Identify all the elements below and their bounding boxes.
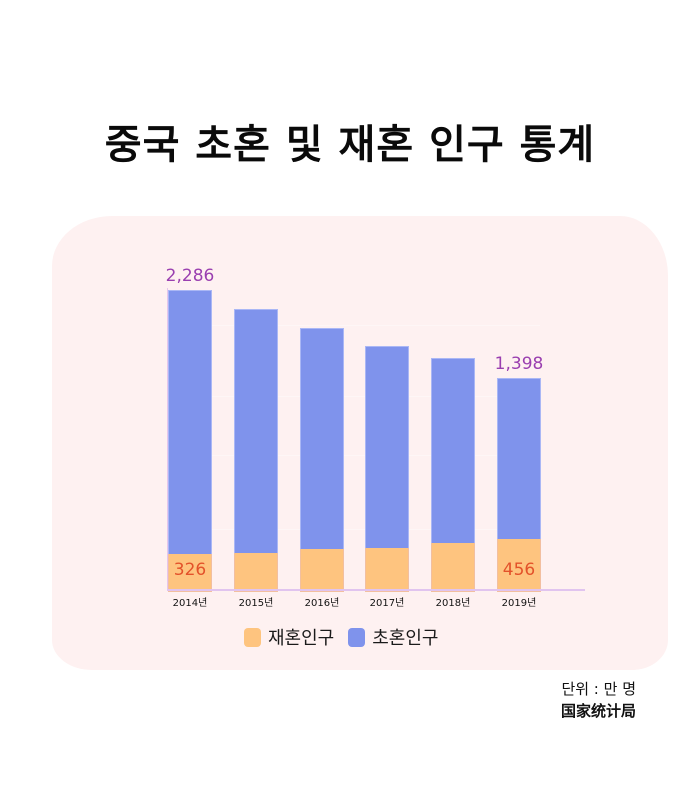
bar-segment-remarriage (234, 553, 278, 592)
x-tick-label: 2017년 (369, 598, 405, 609)
x-tick-label: 2018년 (435, 598, 471, 609)
legend-label-first-marriage: 초혼인구 (372, 628, 439, 649)
legend: 재혼인구 초혼인구 (244, 624, 453, 650)
gridline (168, 455, 540, 456)
bar-segment-remarriage (168, 554, 212, 592)
bar-segment-first-marriage (365, 345, 409, 548)
legend-swatch-remarriage (244, 627, 261, 647)
legend-item-first-marriage: 초혼인구 (348, 624, 439, 650)
x-tick-label: 2015년 (238, 598, 274, 609)
chart-title: 중국 초혼 및 재혼 인구 통계 (104, 122, 596, 168)
bar-2015년 (234, 308, 278, 592)
data-label-remarriage: 456 (502, 560, 536, 580)
legend-swatch-first-marriage (348, 627, 366, 647)
bar-segment-remarriage (300, 548, 344, 592)
data-label-remarriage: 326 (173, 560, 207, 580)
bar-segment-first-marriage (234, 308, 278, 554)
bar-segment-remarriage (365, 547, 409, 592)
bar-segment-first-marriage (300, 327, 344, 549)
bar-segment-first-marriage (168, 290, 212, 555)
data-label-first-marriage: 2,286 (165, 266, 215, 286)
bar-segment-first-marriage (497, 377, 541, 540)
legend-item-remarriage: 재혼인구 (244, 624, 334, 650)
x-tick-label: 2016년 (304, 598, 340, 609)
bar-2016년 (300, 327, 344, 592)
x-tick-label: 2014년 (172, 598, 208, 609)
y-axis-line (167, 288, 168, 590)
gridline (168, 325, 540, 326)
bar-segment-remarriage (497, 539, 541, 592)
gridline (168, 529, 540, 530)
x-tick-label: 2019년 (501, 598, 537, 609)
bar-segment-first-marriage (431, 357, 475, 543)
unit-note: 단위 : 만 명 (561, 680, 636, 698)
data-label-first-marriage: 1,398 (494, 353, 544, 374)
x-axis-line (167, 589, 585, 591)
bar-segment-remarriage (431, 542, 475, 592)
source-note: 国家统计局 (560, 702, 636, 720)
legend-label-remarriage: 재혼인구 (268, 628, 335, 649)
gridline (168, 396, 540, 397)
bar-2019년 (497, 377, 541, 592)
chart-background (52, 216, 668, 670)
bar-2014년 (168, 290, 212, 592)
bar-2018년 (431, 357, 475, 592)
footer: 단위 : 만 명 国家统计局 (561, 678, 636, 722)
bar-2017년 (365, 345, 409, 592)
